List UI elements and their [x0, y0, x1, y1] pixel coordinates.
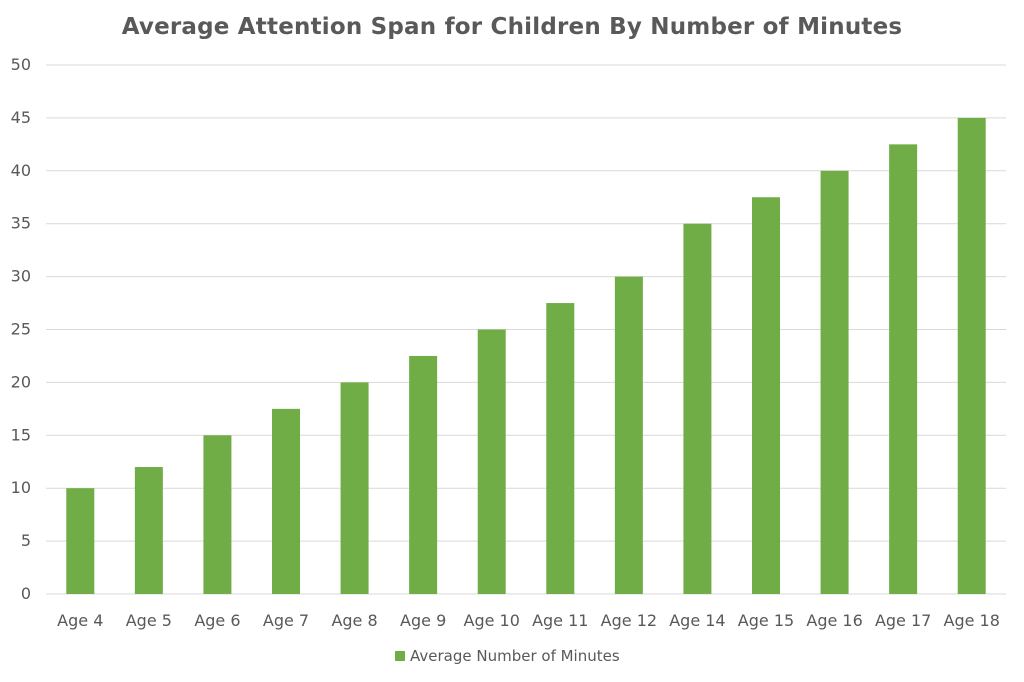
y-tick-label: 10: [11, 478, 31, 497]
x-tick-label: Age 4: [57, 611, 103, 630]
bar: [752, 197, 780, 594]
x-tick-label: Age 17: [875, 611, 931, 630]
bar: [134, 467, 163, 594]
legend-swatch: [395, 651, 405, 661]
bar: [66, 488, 95, 594]
y-tick-label: 20: [11, 372, 31, 391]
x-tick-label: Age 6: [194, 611, 240, 630]
chart-title: Average Attention Span for Children By N…: [121, 14, 903, 40]
bar: [272, 408, 300, 594]
bar: [409, 355, 438, 594]
legend-label: Average Number of Minutes: [410, 647, 620, 665]
bar: [957, 117, 986, 595]
x-tick-label: Age 16: [806, 611, 862, 630]
bar: [614, 276, 643, 594]
x-tick-label: Age 8: [331, 611, 377, 630]
x-tick-label: Age 14: [669, 611, 725, 630]
x-tick-label: Age 12: [601, 611, 657, 630]
y-tick-label: 30: [11, 267, 31, 286]
x-tick-label: Age 15: [738, 611, 794, 630]
x-tick-label: Age 7: [263, 611, 309, 630]
bar: [546, 303, 575, 594]
y-tick-label: 40: [11, 161, 31, 180]
y-tick-label: 50: [11, 55, 31, 74]
y-tick-label: 45: [11, 108, 31, 127]
bar: [477, 329, 506, 594]
y-tick-label: 5: [21, 531, 31, 550]
x-tick-label: Age 9: [400, 611, 446, 630]
y-tick-label: 35: [11, 214, 31, 233]
x-tick-label: Age 11: [532, 611, 588, 630]
bar: [340, 382, 369, 594]
bar: [683, 223, 712, 594]
bar: [820, 170, 849, 595]
x-tick-label: Age 10: [464, 611, 520, 630]
x-tick-label: Age 5: [126, 611, 172, 630]
bar: [203, 435, 232, 594]
x-tick-label: Age 18: [944, 611, 1000, 630]
y-tick-label: 0: [21, 584, 31, 603]
bar: [889, 144, 918, 594]
y-tick-label: 25: [11, 320, 31, 339]
y-tick-label: 15: [11, 425, 31, 444]
